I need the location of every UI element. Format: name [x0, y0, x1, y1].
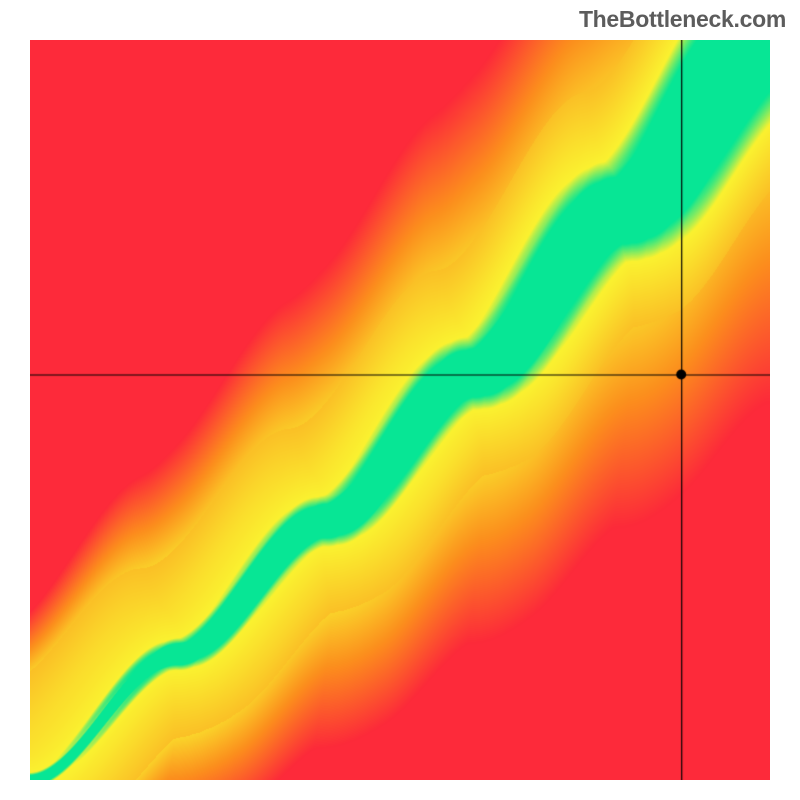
- chart-container: TheBottleneck.com: [0, 0, 800, 800]
- heatmap-canvas: [30, 40, 770, 780]
- watermark-text: TheBottleneck.com: [579, 6, 786, 33]
- plot-area: [30, 40, 770, 780]
